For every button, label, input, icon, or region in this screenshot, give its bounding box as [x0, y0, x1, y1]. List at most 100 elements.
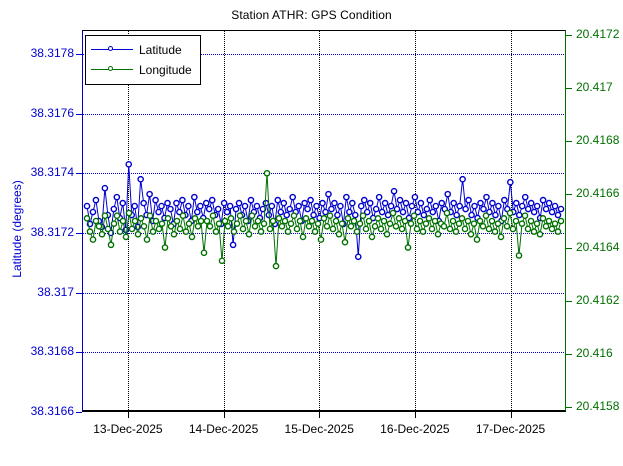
axis-tick-label-left: 38.3166: [30, 404, 74, 418]
data-point-marker: [501, 196, 508, 204]
data-point-marker: [509, 225, 517, 233]
data-point-marker: [402, 199, 410, 207]
data-point-marker: [134, 230, 142, 238]
data-point-marker: [191, 193, 198, 201]
data-point-marker: [146, 190, 153, 198]
data-point-marker: [268, 202, 276, 210]
data-point-marker: [179, 196, 186, 204]
axis-tick-label-right: 20.416: [576, 345, 613, 360]
gridline-horizontal: [82, 113, 566, 115]
data-point-marker: [158, 202, 165, 210]
data-point-marker: [459, 175, 466, 183]
data-point-marker: [545, 217, 553, 225]
data-point-marker: [542, 223, 550, 230]
axis-tick-right: [566, 353, 572, 355]
axis-tick-label-right: 20.4172: [576, 27, 620, 42]
data-point-marker: [155, 225, 163, 233]
data-point-marker: [404, 244, 412, 251]
data-point-marker: [149, 228, 157, 235]
data-point-marker: [477, 199, 484, 207]
data-point-marker: [539, 215, 547, 222]
data-point-marker: [254, 217, 262, 225]
data-point-marker: [272, 262, 280, 270]
data-point-marker: [277, 208, 285, 216]
data-point-marker: [414, 208, 422, 216]
data-point-marker: [407, 220, 415, 227]
data-point-marker: [203, 217, 211, 225]
axis-tick-left: [76, 412, 82, 413]
data-point-marker: [398, 225, 406, 233]
data-point-marker: [194, 208, 201, 216]
data-point-marker: [470, 220, 478, 227]
data-point-marker: [119, 199, 127, 207]
axis-tick-right: [566, 194, 572, 196]
axis-tick-label-right: 20.4162: [576, 292, 620, 307]
axis-tick-label-left: 38.3174: [30, 165, 74, 180]
axis-tick-label-right: 20.4158: [576, 398, 620, 413]
data-point-marker: [392, 223, 400, 230]
axis-tick-bottom: [510, 412, 512, 418]
data-point-marker: [293, 225, 301, 233]
data-point-marker: [512, 199, 520, 207]
data-point-marker: [236, 212, 244, 219]
latitude-line-swatch: [91, 43, 133, 57]
data-point-marker: [548, 208, 556, 216]
data-point-marker: [374, 215, 382, 222]
data-point-marker: [113, 193, 121, 201]
data-point-marker: [479, 223, 487, 230]
data-point-marker: [527, 199, 535, 207]
axis-tick-bottom: [127, 412, 129, 418]
data-point-marker: [464, 217, 472, 225]
data-point-marker: [341, 238, 349, 246]
data-point-marker: [362, 225, 370, 233]
axis-tick-label-left: 38.3172: [30, 224, 74, 239]
gridline-horizontal: [82, 292, 566, 294]
data-point-marker: [83, 202, 91, 210]
data-point-marker: [423, 205, 431, 213]
data-point-marker: [110, 205, 118, 213]
data-point-marker: [450, 199, 457, 207]
axis-tick-left: [76, 232, 82, 234]
data-point-marker: [179, 212, 187, 219]
data-point-marker: [266, 225, 274, 233]
data-point-marker: [220, 199, 228, 207]
data-point-marker: [131, 217, 139, 225]
data-point-marker: [497, 233, 505, 241]
data-point-marker: [533, 220, 541, 227]
data-point-marker: [122, 233, 130, 241]
gridline-horizontal: [82, 352, 566, 354]
data-point-marker: [167, 223, 175, 230]
data-point-marker: [278, 223, 286, 230]
data-point-marker: [152, 217, 160, 225]
data-point-marker: [262, 199, 270, 207]
data-point-marker: [467, 230, 475, 238]
data-point-marker: [495, 202, 502, 210]
series-line: [86, 164, 562, 257]
data-point-marker: [173, 199, 180, 207]
data-point-marker: [263, 169, 271, 177]
data-point-marker: [387, 202, 395, 210]
data-point-marker: [170, 230, 178, 238]
data-point-marker: [227, 215, 235, 222]
data-point-marker: [332, 217, 340, 225]
data-point-marker: [328, 205, 335, 213]
legend-item-latitude: Latitude: [91, 40, 192, 60]
data-point-marker: [229, 241, 237, 249]
data-point-marker: [350, 217, 358, 225]
data-point-marker: [480, 205, 487, 213]
data-point-marker: [322, 208, 329, 216]
axis-tick-label-x: 16-Dec-2025: [380, 422, 450, 436]
data-point-marker: [307, 196, 314, 204]
longitude-line-swatch: [91, 63, 133, 77]
data-point-marker: [335, 230, 343, 238]
axis-tick-bottom: [414, 412, 416, 418]
data-point-marker: [506, 209, 514, 217]
data-point-marker: [241, 202, 249, 210]
data-point-marker: [401, 217, 409, 225]
data-point-marker: [283, 211, 291, 219]
axis-tick-bottom: [223, 412, 225, 418]
data-point-marker: [488, 217, 496, 225]
data-point-marker: [323, 223, 331, 230]
data-point-marker: [212, 228, 220, 235]
